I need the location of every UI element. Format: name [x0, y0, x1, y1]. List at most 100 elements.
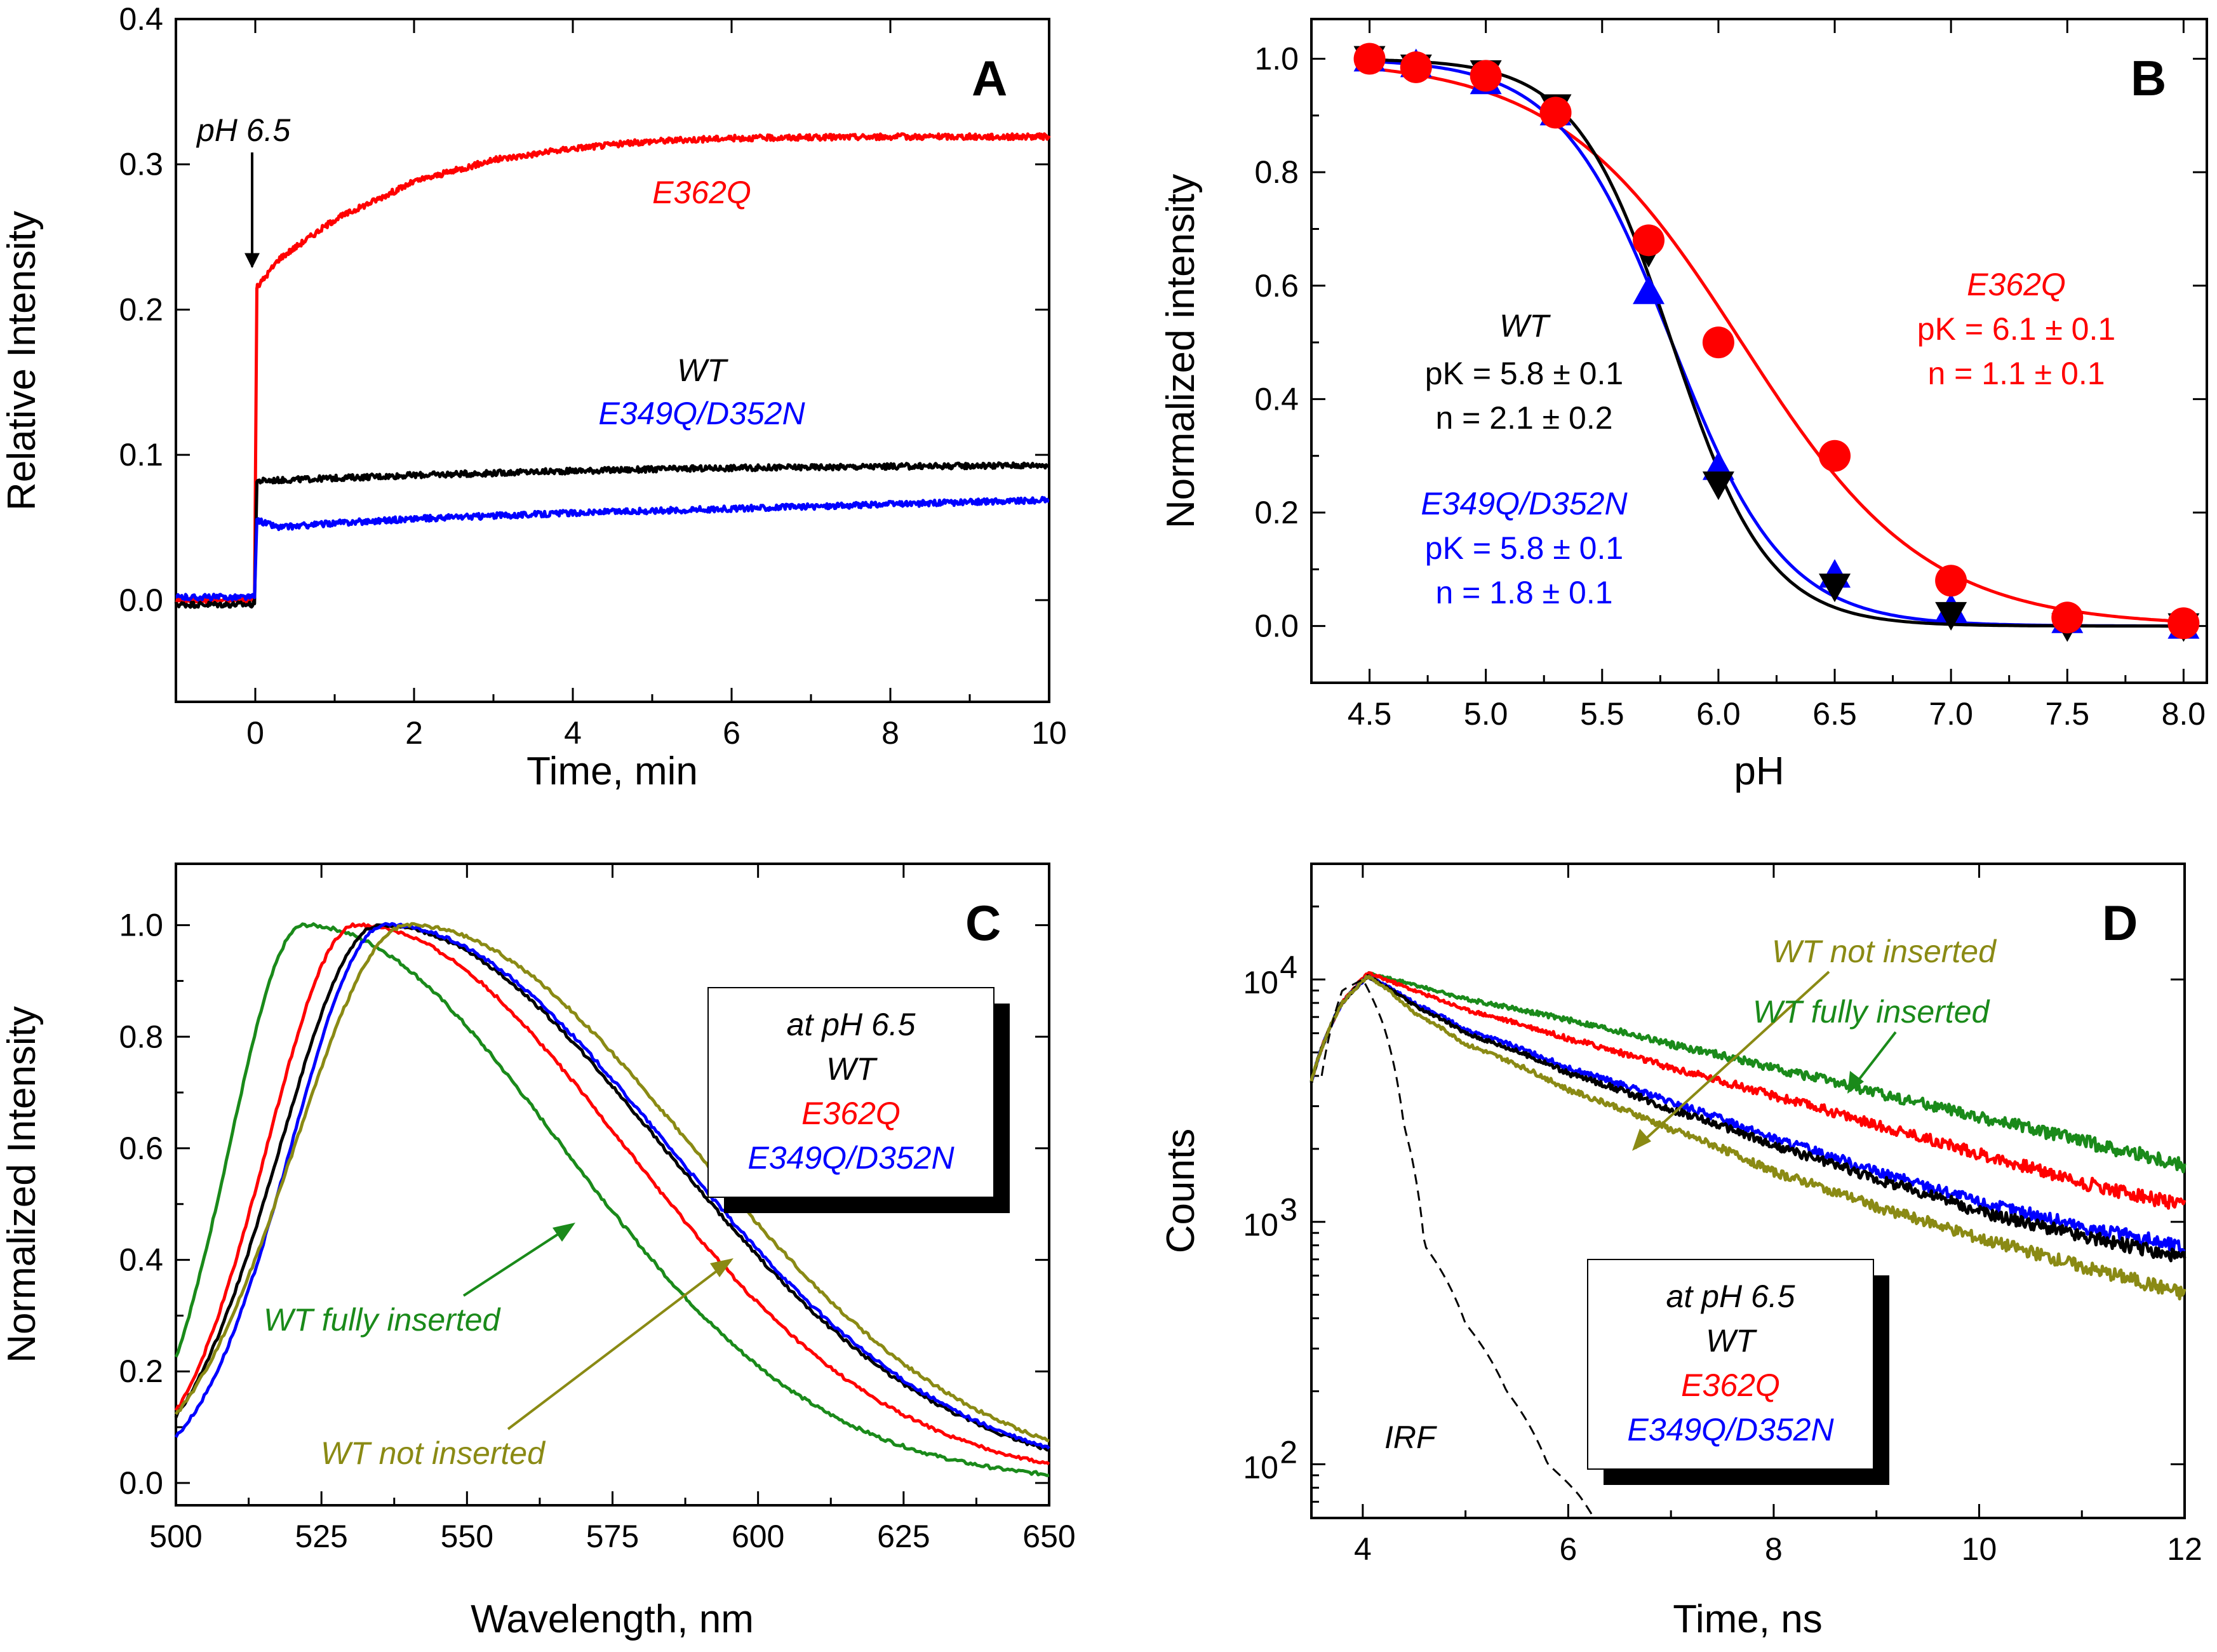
panel-b-xtick-label: 5.0 — [1464, 696, 1508, 732]
panel-d-irf-label: IRF — [1384, 1420, 1437, 1455]
panel-b-ytick-label: 0.0 — [1254, 608, 1299, 644]
panel-d-series — [1309, 971, 2187, 1519]
panel-c-series-notins — [174, 922, 1050, 1443]
panel-a-arrow-label: pH 6.5 — [196, 112, 291, 148]
panel-b-marker-e362q — [2167, 607, 2200, 640]
panel-b-marker-wt — [1935, 601, 1967, 631]
panel-b-ytick-label: 0.4 — [1254, 381, 1299, 417]
panel-d-series-e362q — [1309, 971, 2187, 1210]
panel-a-xlabel: Time, min — [526, 749, 698, 793]
panel-a-e349q-label: E349Q/D352N — [598, 396, 805, 431]
panel-d-series-irf — [1320, 978, 1595, 1519]
panel-a-ytick-label: 0.4 — [119, 1, 163, 37]
panel-c-legend-e362q: E362Q — [801, 1096, 901, 1131]
panel-b-marker-e362q — [1935, 565, 1967, 597]
panel-c-series-fully — [174, 922, 1050, 1477]
panel-d-notins-label: WT not inserted — [1772, 934, 1997, 969]
panel-c-xtick-label: 500 — [149, 1519, 202, 1554]
panel-d-legend-title: at pH 6.5 — [1666, 1279, 1795, 1314]
panel-b-marker-e362q — [1819, 440, 1851, 472]
panel-d-xtick-label: 10 — [1962, 1531, 1997, 1567]
panel-b-ytick-label: 0.6 — [1254, 268, 1299, 304]
panel-d-notins-arrowhead — [1632, 1129, 1651, 1151]
panel-d-xtick-label: 6 — [1560, 1531, 1577, 1567]
panel-c-series-wt — [174, 923, 1050, 1452]
panel-a-ytick-label: 0.3 — [119, 147, 163, 182]
panel-b-ytick-label: 0.2 — [1254, 495, 1299, 530]
panel-d-ytick-exponent: 4 — [1280, 950, 1297, 985]
panel-b-marker-e362q — [1539, 97, 1572, 129]
panel-d-legend-e349q: E349Q/D352N — [1627, 1412, 1834, 1447]
panel-c-xtick-label: 525 — [295, 1519, 347, 1554]
panel-a-xtick-label: 0 — [246, 715, 264, 751]
panel-d-ylabel: Counts — [1159, 1129, 1203, 1253]
panel-b-marker-e349q — [1633, 275, 1665, 304]
panel-b-marker-e362q — [1400, 51, 1432, 83]
panel-d-series-e349q — [1309, 974, 2186, 1253]
panel-b-e362q-pk: pK = 6.1 ± 0.1 — [1917, 311, 2115, 347]
panel-b-xtick-label: 8.0 — [2162, 696, 2206, 732]
panel-c-legend-e349q: E349Q/D352N — [747, 1140, 954, 1176]
panel-c: 500 525 550 575 600 625 6500.00.20.40.60.81.0 … — [0, 863, 1076, 1641]
panel-b-e362q-name: E362Q — [1967, 267, 2066, 302]
panel-b-marker-e362q — [1470, 60, 1502, 92]
panel-c-series-e349q — [174, 922, 1050, 1450]
panel-b-ticks: 4.5 5.0 5.5 6.0 6.5 7.0 7.5 8.0 0.0 0.2 0.4 0.6 0.8 1… — [1254, 19, 2207, 732]
panel-b: 4.5 5.0 5.5 6.0 6.5 7.0 7.5 8.0 0.0 0.2 0.4 0.6 0.8 1… — [1159, 18, 2208, 793]
panel-b-xtick-label: 5.5 — [1580, 696, 1624, 732]
panel-c-xtick-label: 600 — [732, 1519, 784, 1554]
panel-b-marker-e362q — [1633, 224, 1665, 257]
panel-c-notins-label: WT not inserted — [321, 1435, 546, 1471]
panel-b-marker-e362q — [1353, 43, 1386, 75]
panel-d-series-notins — [1309, 975, 2187, 1301]
panel-d-xtick-label: 8 — [1765, 1531, 1783, 1567]
panel-d-xtick-label: 4 — [1354, 1531, 1372, 1567]
panel-b-e362q-n: n = 1.1 ± 0.1 — [1927, 356, 2105, 391]
panel-c-xtick-label: 550 — [441, 1519, 493, 1554]
panel-d-legend-wt: WT — [1706, 1323, 1757, 1359]
panel-b-xtick-label: 6.0 — [1696, 696, 1741, 732]
panel-c-label: C — [965, 895, 1001, 951]
panel-b-wt-name: WT — [1499, 308, 1551, 344]
panel-a-xtick-label: 8 — [881, 715, 899, 751]
panel-c-ytick-label: 0.6 — [119, 1131, 163, 1166]
panel-b-fit-wt — [1369, 58, 2184, 628]
panel-c-xtick-label: 625 — [877, 1519, 930, 1554]
panel-c-xtick-label: 650 — [1022, 1519, 1075, 1554]
panel-c-ylabel: Normalized Intensity — [0, 1006, 44, 1363]
panel-c-fully-label: WT fully inserted — [264, 1302, 502, 1338]
panel-b-wt-pk: pK = 5.8 ± 0.1 — [1425, 356, 1623, 391]
panel-a-xtick-label: 6 — [723, 715, 740, 751]
panel-c-fully-arrowhead — [553, 1223, 575, 1242]
panel-b-xlabel: pH — [1734, 749, 1784, 793]
panel-a: 0 2 4 6 8 10 0.0 0.1 0.2 0.3 0.4 A Time, min Relat… — [0, 1, 1067, 793]
panel-d-label: D — [2102, 895, 2138, 951]
panel-a-series — [174, 132, 1051, 609]
panel-c-ytick-label: 0.0 — [119, 1465, 163, 1501]
panel-b-xtick-label: 6.5 — [1812, 696, 1857, 732]
panel-d-fully-arrowhead — [1847, 1071, 1864, 1094]
panel-d-ytick-label: 10 — [1243, 965, 1278, 1000]
panel-a-series-e349q — [175, 495, 1050, 602]
panel-b-e349q-name: E349Q/D352N — [1421, 486, 1628, 521]
panel-a-xtick-label: 2 — [405, 715, 423, 751]
panel-b-ytick-label: 1.0 — [1254, 41, 1299, 77]
panel-b-wt-n: n = 2.1 ± 0.2 — [1435, 400, 1612, 436]
panel-c-legend: at pH 6.5 WT E362Q E349Q/D352N — [707, 987, 1010, 1213]
panel-a-ytick-label: 0.0 — [119, 582, 163, 618]
panel-c-legend-title: at pH 6.5 — [787, 1007, 916, 1042]
panel-b-fit-curves — [1369, 58, 2184, 628]
panel-b-xtick-label: 7.5 — [2046, 696, 2090, 732]
panel-d-legend-box — [1587, 1259, 1874, 1470]
panel-d-legend-e362q: E362Q — [1681, 1367, 1780, 1403]
panel-b-ytick-label: 0.8 — [1254, 154, 1299, 190]
panel-b-marker-e362q — [2051, 601, 2084, 634]
panel-d-series-wt — [1309, 974, 2187, 1263]
panel-d-notins-arrow — [1634, 970, 1830, 1150]
panel-c-ytick-label: 0.8 — [119, 1019, 163, 1054]
panel-d-xtick-label: 12 — [2167, 1531, 2202, 1567]
panel-b-ylabel: Normalized intensity — [1159, 174, 1203, 528]
panel-c-legend-box — [707, 987, 995, 1198]
panel-c-xtick-label: 575 — [586, 1519, 639, 1554]
